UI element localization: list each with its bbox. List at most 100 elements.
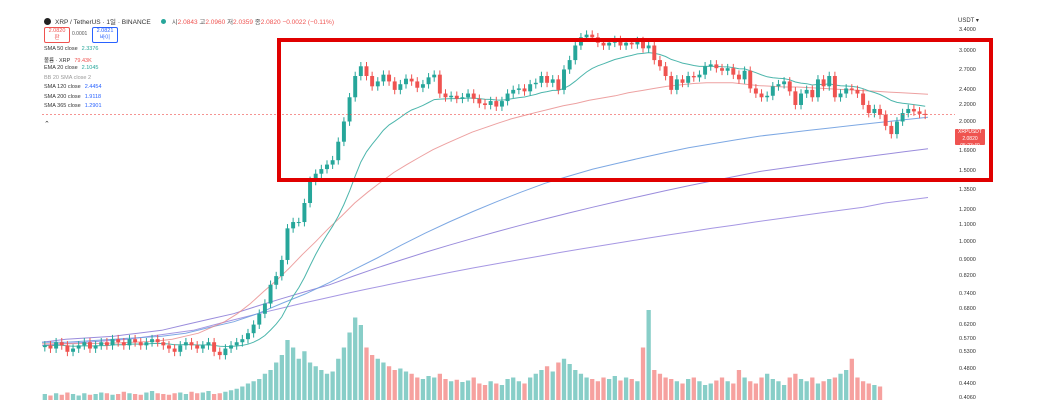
indicator-2[interactable]: EMA 20 close 2.1045 <box>44 65 98 71</box>
indicator-value: 2.4454 <box>84 84 102 90</box>
volume-bar <box>765 373 770 400</box>
candle <box>387 74 392 82</box>
volume-bar <box>65 392 70 400</box>
sma-50-line <box>42 82 929 345</box>
candle <box>872 108 877 114</box>
candle <box>911 108 916 112</box>
indicator-6[interactable]: SMA 365 close 1.2901 <box>44 103 102 109</box>
candle <box>262 303 267 314</box>
candle <box>889 125 894 135</box>
volume-bar <box>810 377 815 400</box>
candle <box>99 342 104 346</box>
candle <box>76 345 81 349</box>
volume-bar <box>138 394 143 400</box>
market-status-icon <box>160 18 166 24</box>
candle <box>144 342 149 346</box>
candle <box>765 95 770 98</box>
volume-bar <box>375 358 380 400</box>
volume-bar <box>674 381 680 400</box>
candle <box>516 88 521 90</box>
buy-button[interactable]: 2.0821 바이 <box>92 27 118 43</box>
volume-bar <box>573 370 578 400</box>
candle <box>652 45 657 61</box>
volume-bar <box>815 383 821 400</box>
candle <box>528 84 533 92</box>
ohlc-readout: 시2.0843 고2.0960 저2.0359 종2.0820 −0.0022 … <box>171 19 334 26</box>
volume-bar <box>646 310 651 400</box>
price-tick-label: 0.9000 <box>959 257 976 263</box>
indicator-value: 1.2901 <box>84 103 102 109</box>
price-tick-label: 2.4000 <box>959 86 976 93</box>
candle <box>923 113 928 115</box>
volume-bar <box>426 376 431 400</box>
volume-bar <box>860 381 866 400</box>
sell-button[interactable]: 2.0820 판 <box>44 27 70 43</box>
candle <box>900 113 905 122</box>
volume-bar <box>195 393 200 400</box>
candle <box>674 79 679 90</box>
candle <box>736 74 741 80</box>
candle <box>906 108 911 114</box>
candle <box>375 81 380 87</box>
indicator-5[interactable]: SMA 200 close 1.9118 <box>44 94 101 100</box>
candle <box>483 103 487 105</box>
volume-bar <box>245 383 251 400</box>
volume-bar <box>302 351 307 400</box>
candle <box>742 70 747 80</box>
volume-bar <box>584 377 589 400</box>
candle <box>635 41 640 45</box>
volume-bar <box>680 383 685 400</box>
price-tick-label: 1.1000 <box>959 222 976 229</box>
volume-bar <box>206 391 211 400</box>
candle <box>815 79 820 98</box>
price-tick-label: 0.5700 <box>959 336 976 343</box>
symbol-title[interactable]: XRP / TetherUS · 1일 · BINANCE <box>55 19 151 26</box>
candle <box>330 160 335 165</box>
candle <box>443 93 448 98</box>
candle <box>229 345 234 349</box>
volume-bar <box>804 381 809 400</box>
volume-bar <box>793 373 798 400</box>
volume-bar <box>708 383 713 400</box>
volume-bar <box>415 377 420 400</box>
candle <box>285 228 290 260</box>
currency-selector[interactable]: USDT ▾ <box>958 18 979 24</box>
volume-bar <box>556 362 561 400</box>
candle <box>618 39 623 46</box>
indicator-4[interactable]: SMA 120 close 2.4454 <box>44 84 102 90</box>
candle <box>87 342 92 349</box>
volume-bar <box>364 347 369 400</box>
candle <box>573 45 578 61</box>
candle <box>65 345 70 352</box>
volume-bar <box>736 370 742 400</box>
candle <box>71 348 76 352</box>
candle <box>466 93 471 98</box>
volume-bar <box>144 392 149 400</box>
candle <box>296 222 301 224</box>
candle <box>93 345 98 349</box>
candle <box>680 79 685 83</box>
candle <box>849 88 854 90</box>
candle <box>601 42 606 46</box>
candle <box>42 345 47 348</box>
volume-bar <box>686 379 691 400</box>
indicator-1[interactable]: 볼륨 · XRP 79.43K <box>44 56 92 64</box>
volume-bar <box>877 386 883 400</box>
volume-bar <box>228 390 234 400</box>
volume-bar <box>319 370 324 400</box>
candle <box>725 68 730 71</box>
candle <box>308 180 313 203</box>
volume-bar <box>341 347 347 400</box>
collapse-legend-icon[interactable]: ⌃ <box>44 121 50 128</box>
volume-bar <box>776 381 781 400</box>
candle <box>138 342 143 346</box>
candle <box>607 42 612 46</box>
price-tick-label: 0.6800 <box>959 305 976 312</box>
volume-bar <box>110 394 115 400</box>
volume-bar <box>166 394 172 400</box>
volume-bar <box>347 332 352 400</box>
volume-bar <box>87 394 93 400</box>
indicator-0[interactable]: SMA 50 close 2.3376 <box>44 46 98 52</box>
indicator-3[interactable]: BB 20 SMA close 2 <box>44 75 91 81</box>
